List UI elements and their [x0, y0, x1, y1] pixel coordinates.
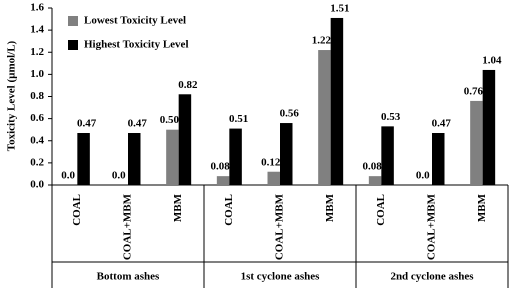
legend-swatch — [68, 16, 78, 26]
x-tick-label: MBM — [324, 193, 336, 222]
bar — [178, 94, 192, 185]
value-label: 1.51 — [330, 2, 349, 14]
value-label: 0.0 — [112, 170, 126, 182]
bar — [77, 133, 90, 185]
x-tick-label: COAL+MBM — [426, 193, 438, 260]
y-tick-label: 1.6 — [30, 2, 44, 14]
legend-swatch — [68, 40, 78, 50]
y-tick-label: 0.2 — [30, 156, 44, 168]
y-tick-label: 1.4 — [30, 24, 44, 36]
group-label: 2nd cyclone ashes — [390, 271, 474, 283]
x-tick-label: MBM — [172, 193, 184, 222]
y-tick-label: 0.4 — [30, 134, 44, 146]
value-label: 0.51 — [229, 113, 248, 125]
x-tick-label: COAL — [223, 194, 235, 226]
bar — [432, 133, 445, 185]
value-label: 0.47 — [77, 118, 97, 130]
y-tick-label: 1.2 — [30, 46, 44, 58]
value-label: 0.47 — [432, 118, 452, 130]
value-label: 0.08 — [362, 161, 382, 173]
bar — [128, 133, 141, 185]
y-axis-title: Toxicity Level (µmol/L) — [6, 40, 18, 151]
value-label: 0.53 — [381, 111, 401, 123]
x-tick-label: COAL+MBM — [122, 193, 134, 260]
group-label: Bottom ashes — [97, 271, 160, 283]
value-label: 0.50 — [160, 114, 180, 126]
x-tick-label: COAL+MBM — [274, 193, 286, 260]
legend-label: Lowest Toxicity Level — [84, 15, 186, 27]
value-label: 0.08 — [210, 161, 230, 173]
bar — [280, 123, 293, 185]
legend-label: Highest Toxicity Level — [84, 39, 189, 51]
y-tick-label: 1.0 — [30, 68, 44, 80]
y-tick-label: 0.6 — [30, 112, 44, 124]
bar — [482, 69, 496, 185]
bar — [229, 128, 242, 185]
x-tick-label: COAL — [375, 194, 387, 226]
value-label: 1.22 — [312, 35, 332, 47]
value-label: 1.04 — [482, 54, 502, 66]
group-label: 1st cyclone ashes — [241, 271, 321, 283]
bar — [330, 17, 344, 185]
value-label: 0.82 — [178, 79, 198, 91]
value-label: 0.12 — [261, 156, 281, 168]
value-label: 0.56 — [280, 108, 300, 120]
bar — [381, 126, 394, 185]
bar — [470, 100, 483, 185]
bar — [216, 176, 230, 185]
bar — [368, 176, 382, 185]
y-tick-label: 0.0 — [30, 179, 44, 191]
value-label: 0.0 — [61, 170, 75, 182]
x-tick-label: COAL — [71, 194, 83, 226]
bar — [318, 50, 331, 185]
value-label: 0.76 — [464, 85, 484, 97]
value-label: 0.0 — [416, 170, 430, 182]
x-tick-label: MBM — [476, 193, 488, 222]
value-label: 0.47 — [128, 118, 148, 130]
y-tick-label: 0.8 — [30, 90, 44, 102]
bar — [267, 171, 280, 185]
bar — [166, 129, 179, 185]
